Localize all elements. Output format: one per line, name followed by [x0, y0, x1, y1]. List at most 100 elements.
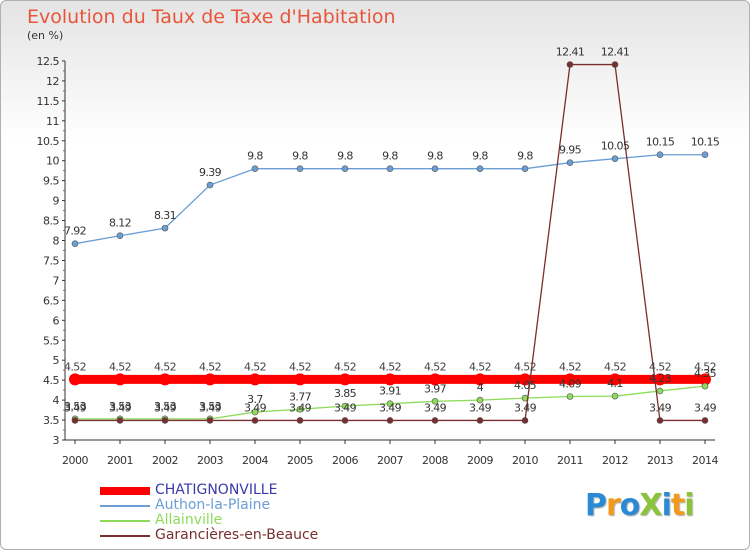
- data-point-garanci-res-en-beauce: [431, 417, 439, 424]
- x-tick-label: 2002: [152, 454, 178, 467]
- data-point-chatignonville: [699, 373, 711, 386]
- data-point-chatignonville: [564, 373, 576, 386]
- data-label-authon-la-plaine: 8.12: [109, 217, 131, 230]
- data-point-garanci-res-en-beauce: [71, 417, 79, 424]
- data-point-authon-la-plaine: [116, 232, 124, 240]
- data-label-authon-la-plaine: 10.15: [691, 136, 720, 149]
- data-label-chatignonville: 4.52: [694, 360, 716, 373]
- legend-label: Allainville: [155, 512, 223, 528]
- data-label-authon-la-plaine: 9.8: [382, 150, 398, 163]
- data-point-chatignonville: [384, 373, 396, 386]
- y-tick-label: 7: [53, 274, 60, 287]
- data-label-garanci-res-en-beauce: 12.41: [556, 46, 585, 59]
- data-label-allainville: 4.23: [649, 372, 672, 385]
- data-label-garanci-res-en-beauce: 3.49: [424, 401, 447, 414]
- data-point-authon-la-plaine: [566, 159, 574, 166]
- data-point-chatignonville: [294, 373, 306, 386]
- data-label-authon-la-plaine: 9.95: [559, 144, 582, 157]
- data-label-allainville: 4.09: [559, 378, 582, 391]
- data-label-authon-la-plaine: 9.8: [472, 150, 488, 163]
- y-tick-label: 9.5: [43, 175, 59, 188]
- x-tick-label: 2013: [647, 454, 673, 467]
- data-label-chatignonville: 4.52: [289, 360, 311, 373]
- data-point-allainville: [566, 393, 574, 400]
- data-label-garanci-res-en-beauce: 3.49: [199, 401, 222, 414]
- data-point-garanci-res-en-beauce: [386, 417, 394, 424]
- data-point-allainville: [656, 387, 664, 395]
- data-point-authon-la-plaine: [251, 165, 259, 172]
- data-label-chatignonville: 4.52: [379, 360, 401, 373]
- data-label-authon-la-plaine: 9.8: [427, 150, 443, 163]
- data-point-chatignonville: [69, 373, 81, 386]
- data-label-chatignonville: 4.52: [469, 360, 491, 373]
- data-point-chatignonville: [249, 373, 261, 386]
- data-label-chatignonville: 4.52: [514, 360, 536, 373]
- data-label-chatignonville: 4.52: [199, 360, 221, 373]
- data-point-garanci-res-en-beauce: [206, 417, 214, 424]
- data-point-allainville: [296, 405, 304, 413]
- data-label-garanci-res-en-beauce: 3.49: [289, 401, 312, 414]
- y-tick-label: 11: [46, 115, 59, 128]
- chart-unit: (en %): [27, 29, 64, 42]
- y-tick-label: 4: [53, 394, 60, 407]
- legend-swatch: [100, 487, 150, 495]
- y-tick-label: 6: [53, 314, 60, 327]
- data-point-chatignonville: [654, 373, 666, 386]
- data-label-authon-la-plaine: 8.31: [154, 209, 176, 222]
- y-tick-label: 8.5: [43, 215, 59, 228]
- data-label-chatignonville: 4.52: [559, 360, 581, 373]
- data-point-garanci-res-en-beauce: [521, 417, 529, 424]
- data-label-chatignonville: 4.52: [109, 360, 131, 373]
- data-point-authon-la-plaine: [341, 165, 349, 172]
- y-tick-label: 10.5: [37, 135, 60, 148]
- data-label-garanci-res-en-beauce: 3.49: [694, 401, 717, 414]
- data-point-chatignonville: [519, 373, 531, 386]
- data-label-chatignonville: 4.52: [244, 360, 266, 373]
- y-tick-label: 9: [53, 195, 60, 208]
- data-point-authon-la-plaine: [206, 181, 214, 189]
- data-point-chatignonville: [474, 373, 486, 386]
- data-label-garanci-res-en-beauce: 3.49: [64, 401, 87, 414]
- legend-label: Authon-la-Plaine: [155, 497, 271, 513]
- data-label-allainville: 4.1: [607, 377, 623, 390]
- data-point-chatignonville: [339, 373, 351, 386]
- data-label-chatignonville: 4.52: [154, 360, 176, 373]
- data-label-chatignonville: 4.52: [334, 360, 356, 373]
- y-tick-label: 5: [53, 354, 60, 367]
- data-label-garanci-res-en-beauce: 3.49: [244, 401, 267, 414]
- data-label-authon-la-plaine: 9.8: [292, 150, 308, 163]
- data-point-authon-la-plaine: [431, 165, 439, 172]
- data-label-authon-la-plaine: 9.8: [517, 150, 533, 163]
- data-label-allainville: 4.05: [514, 379, 537, 392]
- data-label-chatignonville: 4.52: [424, 360, 446, 373]
- y-tick-label: 7.5: [43, 254, 59, 267]
- data-point-garanci-res-en-beauce: [701, 417, 709, 424]
- y-tick-label: 6.5: [43, 294, 59, 307]
- x-tick-label: 2014: [692, 454, 718, 467]
- data-point-allainville: [476, 396, 484, 404]
- data-point-allainville: [341, 402, 349, 410]
- data-label-allainville: 4.35: [694, 367, 717, 380]
- x-tick-label: 2004: [242, 454, 268, 467]
- data-point-allainville: [431, 397, 439, 405]
- data-point-allainville: [386, 400, 394, 407]
- x-tick-label: 2012: [602, 454, 628, 467]
- data-label-authon-la-plaine: 10.05: [601, 140, 630, 153]
- data-label-garanci-res-en-beauce: 3.49: [649, 401, 672, 414]
- data-label-garanci-res-en-beauce: 3.49: [379, 401, 402, 414]
- data-label-garanci-res-en-beauce: 3.49: [469, 401, 492, 414]
- data-point-garanci-res-en-beauce: [161, 417, 169, 424]
- x-tick-label: 2011: [557, 454, 583, 467]
- y-tick-label: 3.5: [43, 414, 59, 427]
- data-label-chatignonville: 4.52: [604, 360, 626, 373]
- y-tick-label: 3: [53, 434, 60, 447]
- data-point-garanci-res-en-beauce: [341, 417, 349, 424]
- proxiti-logo: ProXiti: [585, 488, 695, 523]
- legend-label: Garancières-en-Beauce: [155, 527, 319, 543]
- data-label-garanci-res-en-beauce: 3.49: [514, 401, 537, 414]
- data-label-allainville: 3.53: [154, 400, 177, 413]
- data-point-garanci-res-en-beauce: [656, 417, 664, 424]
- data-label-authon-la-plaine: 9.39: [199, 166, 222, 179]
- data-label-garanci-res-en-beauce: 12.41: [601, 46, 630, 59]
- x-tick-label: 2003: [197, 454, 223, 467]
